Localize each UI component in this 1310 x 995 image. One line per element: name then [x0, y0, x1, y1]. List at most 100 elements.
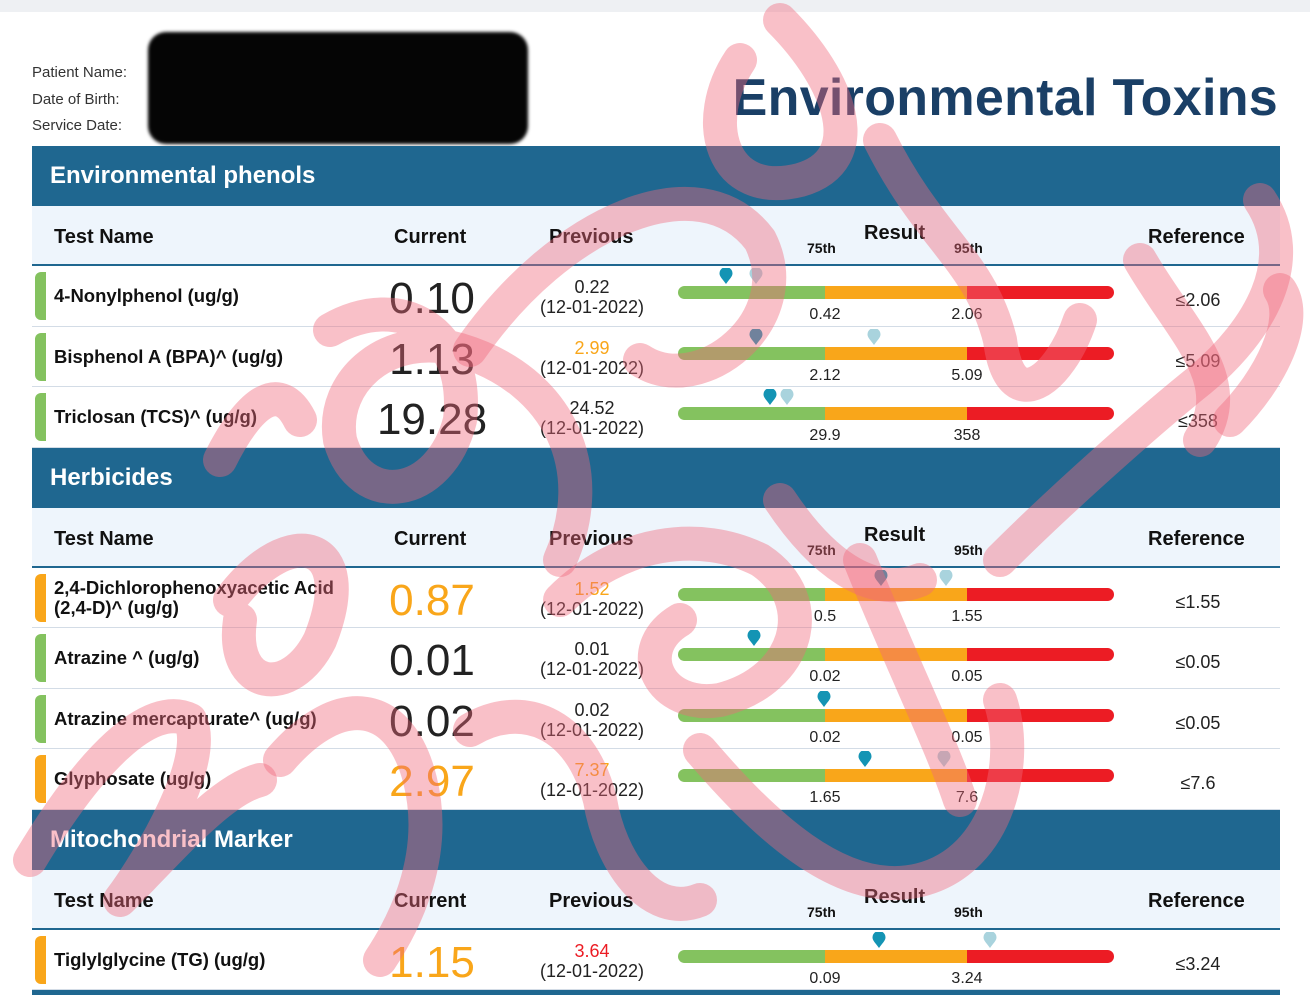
report-title: Environmental Toxins — [732, 69, 1278, 127]
previous-marker-icon — [780, 388, 794, 405]
range-high — [967, 648, 1114, 661]
range-elevated — [825, 407, 967, 420]
previous-date: (12-01-2022) — [539, 659, 645, 679]
test-name: 2,4-Dichlorophenoxyacetic Acid (2,4-D)^ … — [54, 576, 334, 618]
range-high — [967, 769, 1114, 782]
result-row: Glyphosate (ug/g) 2.97 7.37 (12-01-2022) 1.6… — [32, 749, 1280, 810]
status-flag — [35, 634, 46, 682]
col-current: Current — [394, 226, 467, 248]
range-normal — [678, 708, 825, 722]
reference-value: ≤0.05 — [1175, 652, 1221, 672]
col-current: Current — [394, 527, 467, 550]
percentile-95-value: 2.06 — [951, 306, 983, 323]
previous-value: 0.02 — [574, 699, 610, 720]
test-name: Atrazine mercapturate^ (ug/g) — [54, 707, 317, 729]
percentile-75-value: 2.12 — [809, 366, 841, 384]
current-marker-icon — [763, 388, 777, 405]
result-range-bar — [678, 587, 1114, 601]
previous-marker-icon — [983, 930, 997, 948]
status-flag — [35, 935, 46, 984]
result-row: Bisphenol A (BPA)^ (ug/g) 1.13 2.99 (12-01-… — [32, 326, 1280, 387]
result-range-bar — [678, 769, 1114, 782]
previous-marker-icon — [937, 750, 951, 767]
previous-value: 1.52 — [574, 578, 610, 599]
reference-value: ≤7.6 — [1180, 773, 1216, 793]
range-elevated — [825, 708, 967, 722]
previous-result: 7.37 (12-01-2022) — [522, 760, 662, 800]
previous-result: 3.64 (12-01-2022) — [522, 941, 662, 981]
current-marker-icon — [817, 689, 831, 707]
col-previous: Previous — [549, 226, 634, 248]
range-high — [967, 286, 1114, 299]
previous-result: 0.22 (12-01-2022) — [522, 277, 662, 317]
result-row: 2,4-Dichlorophenoxyacetic Acid (2,4-D)^ … — [32, 567, 1280, 628]
test-name: Atrazine ^ (ug/g) — [54, 647, 200, 668]
previous-result: 1.52 (12-01-2022) — [522, 579, 662, 619]
reference-value: ≤1.55 — [1175, 591, 1221, 612]
previous-result: 0.02 (12-01-2022) — [522, 700, 662, 740]
previous-date: (12-01-2022) — [539, 719, 645, 740]
col-test-name: Test Name — [54, 226, 154, 248]
col-result: Result — [864, 222, 926, 244]
col-reference: Reference — [1148, 226, 1245, 248]
col-75th: 75th — [807, 541, 836, 558]
previous-value: 2.99 — [574, 337, 610, 358]
status-flag — [35, 755, 46, 803]
reference-value: ≤358 — [1178, 411, 1218, 431]
col-75th: 75th — [807, 240, 836, 256]
range-elevated — [825, 346, 967, 360]
previous-date: (12-01-2022) — [539, 780, 645, 800]
current-value: 1.15 — [389, 937, 475, 987]
test-name: Tiglylglycine (TG) (ug/g) — [54, 948, 266, 970]
range-high — [967, 346, 1114, 360]
col-result: Result — [864, 523, 926, 546]
percentile-95-value: 1.55 — [951, 607, 983, 625]
current-value: 2.97 — [389, 757, 475, 806]
range-high — [967, 949, 1114, 963]
status-flag — [35, 573, 46, 622]
result-range-bar — [678, 346, 1114, 360]
col-95th: 95th — [954, 903, 983, 920]
percentile-95-value: 7.6 — [955, 789, 979, 806]
previous-result: 24.52 (12-01-2022) — [522, 398, 662, 438]
previous-marker-icon — [749, 267, 763, 284]
current-value: 0.10 — [389, 274, 475, 323]
range-normal — [678, 648, 825, 661]
col-test-name: Test Name — [54, 527, 154, 550]
results-table: Environmental phenols Test Name Current Pre… — [32, 146, 1280, 995]
result-range-bar — [678, 708, 1114, 722]
col-current: Current — [394, 889, 467, 912]
reference-value: ≤3.24 — [1175, 953, 1221, 974]
previous-date: (12-01-2022) — [539, 357, 645, 378]
percentile-75-value: 29.9 — [809, 427, 841, 444]
result-range-bar — [678, 407, 1114, 420]
previous-marker-icon — [867, 327, 881, 345]
range-normal — [678, 407, 825, 420]
result-row: Atrazine mercapturate^ (ug/g) 0.02 0.02 (12… — [32, 688, 1280, 749]
reference-value: ≤5.09 — [1175, 350, 1221, 371]
range-elevated — [825, 949, 967, 963]
col-reference: Reference — [1148, 527, 1245, 550]
section-header: Herbicides — [32, 447, 1280, 508]
percentile-75-value: 1.65 — [809, 789, 841, 806]
result-range-bar — [678, 648, 1114, 661]
percentile-75-value: 0.09 — [809, 969, 841, 987]
previous-value: 0.22 — [574, 277, 610, 297]
current-value: 0.02 — [389, 696, 475, 746]
result-range-bar — [678, 286, 1114, 299]
col-95th: 95th — [954, 541, 983, 558]
previous-date: (12-01-2022) — [539, 297, 645, 317]
previous-result: 0.01 (12-01-2022) — [522, 639, 662, 679]
range-high — [967, 587, 1114, 601]
service-date-label: Service Date: — [32, 117, 123, 134]
column-header-row: Test Name Current Previous Result 75th 95th Re… — [32, 869, 1280, 930]
current-marker-icon — [719, 267, 733, 284]
status-flag — [35, 393, 46, 441]
percentile-75-value: 0.02 — [809, 668, 841, 685]
section-header: Mitochondrial Marker — [32, 809, 1280, 870]
patient-name-label: Patient Name: — [32, 64, 128, 81]
previous-value: 0.01 — [574, 639, 610, 659]
col-test-name: Test Name — [54, 889, 154, 912]
range-normal — [678, 286, 825, 299]
current-marker-icon — [749, 327, 763, 345]
